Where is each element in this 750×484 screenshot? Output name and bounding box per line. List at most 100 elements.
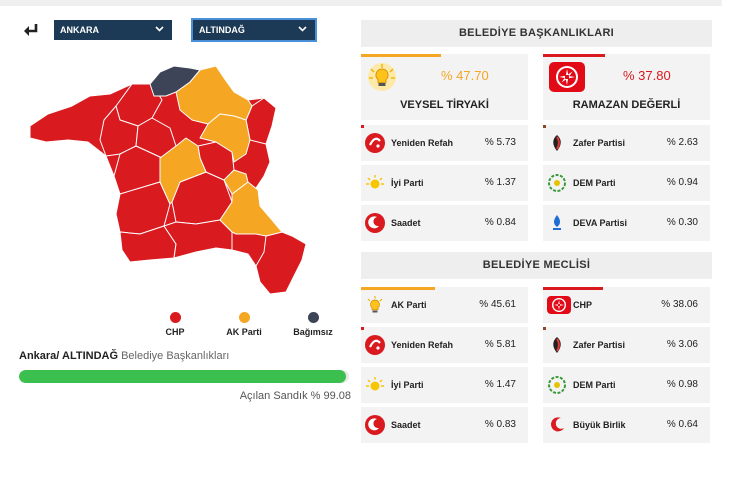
mayoral-row-saadet[interactable]: Saadet % 0.84 xyxy=(361,205,528,241)
district-select[interactable]: ALTINDAĞ xyxy=(191,18,317,42)
iyi-parti-sun-icon xyxy=(366,377,384,391)
map-region-chp[interactable] xyxy=(255,231,307,295)
candidate-card-2[interactable]: % 37.80 RAMAZAN DEĞERLİ xyxy=(543,54,710,120)
dem-parti-icon xyxy=(548,174,566,192)
yeniden-refah-icon xyxy=(365,335,385,355)
map-region-chp[interactable] xyxy=(163,219,233,259)
party-name: DEVA Partisi xyxy=(573,218,628,228)
location-subtitle: Belediye Başkanlıkları xyxy=(121,350,230,362)
legend-label: AK Parti xyxy=(226,327,262,337)
party-name: Zafer Partisi xyxy=(573,138,626,148)
party-percent: % 0.84 xyxy=(484,217,516,228)
chp-arrows-icon xyxy=(549,62,585,92)
party-percent: % 0.64 xyxy=(666,419,698,430)
zafer-partisi-icon xyxy=(553,135,561,151)
row-marker xyxy=(361,327,364,330)
candidate-color-bar xyxy=(361,54,441,57)
row-marker xyxy=(543,327,546,330)
party-name: İyi Parti xyxy=(391,380,424,390)
map-region-ak-parti[interactable] xyxy=(159,137,207,205)
party-name: Saadet xyxy=(391,218,421,228)
candidate-name: VEYSEL TİRYAKİ xyxy=(400,99,489,111)
council-row-chp[interactable]: CHP % 38.06 xyxy=(543,287,710,323)
mayoral-row-dem-parti[interactable]: DEM Parti % 0.94 xyxy=(543,165,710,201)
chevron-down-icon xyxy=(155,26,164,32)
candidate-percent: % 47.70 xyxy=(441,68,489,83)
mayoral-row-deva-partisi[interactable]: DEVA Partisi % 0.30 xyxy=(543,205,710,241)
party-name: AK Parti xyxy=(391,300,427,310)
party-name: Yeniden Refah xyxy=(391,340,454,350)
location-title: Ankara/ ALTINDAĞ Belediye Başkanlıkları xyxy=(19,350,229,362)
council-row-iyi-parti[interactable]: İyi Parti % 1.47 xyxy=(361,367,528,403)
party-percent: % 0.98 xyxy=(666,379,698,390)
buyuk-birlik-icon xyxy=(551,417,564,432)
province-select[interactable]: ANKARA xyxy=(54,20,172,40)
top-divider xyxy=(0,0,722,6)
council-row-ak-parti[interactable]: AK Parti % 45.61 xyxy=(361,287,528,323)
party-name: İyi Parti xyxy=(391,178,424,188)
legend-item-chp: CHP xyxy=(145,312,205,337)
candidate-color-bar xyxy=(543,54,605,57)
council-row-yeniden-refah[interactable]: Yeniden Refah % 5.81 xyxy=(361,327,528,363)
party-name: Büyük Birlik xyxy=(573,420,626,430)
ak-parti-bulb-icon xyxy=(368,63,396,91)
party-name: Saadet xyxy=(391,420,421,430)
party-percent: % 5.81 xyxy=(484,339,516,350)
council-row-dem-parti[interactable]: DEM Parti % 0.98 xyxy=(543,367,710,403)
province-select-value: ANKARA xyxy=(60,25,99,35)
map-region-ak-parti[interactable] xyxy=(175,65,253,125)
ballot-progress-fill xyxy=(19,370,346,383)
mayoral-section-title: BELEDİYE BAŞKANLIKLARI xyxy=(361,20,712,47)
council-section-title: BELEDİYE MECLİSİ xyxy=(361,252,712,279)
legend-dot xyxy=(169,312,181,323)
party-name: Zafer Partisi xyxy=(573,340,626,350)
party-percent: % 5.73 xyxy=(484,137,516,148)
location-name: Ankara/ ALTINDAĞ xyxy=(19,350,119,362)
party-percent: % 2.63 xyxy=(666,137,698,148)
party-percent: % 0.94 xyxy=(666,177,698,188)
legend-dot xyxy=(307,312,319,323)
map-region-bagimsiz[interactable] xyxy=(149,65,201,97)
back-arrow-icon[interactable] xyxy=(21,20,41,40)
party-percent: % 1.47 xyxy=(484,379,516,390)
saadet-icon xyxy=(365,213,385,233)
row-marker xyxy=(361,287,435,290)
legend-dot xyxy=(238,312,250,323)
council-row-saadet[interactable]: Saadet % 0.83 xyxy=(361,407,528,443)
party-name: Yeniden Refah xyxy=(391,138,454,148)
saadet-icon xyxy=(365,415,385,435)
zafer-partisi-icon xyxy=(553,337,561,353)
party-percent: % 0.30 xyxy=(666,217,698,228)
candidate-name: RAMAZAN DEĞERLİ xyxy=(572,99,681,111)
mayoral-row-iyi-parti[interactable]: İyi Parti % 1.37 xyxy=(361,165,528,201)
row-marker xyxy=(543,287,603,290)
legend-item-bagimsiz: Bağımsız xyxy=(283,312,343,337)
dem-parti-icon xyxy=(548,376,566,394)
council-row-zafer-partisi[interactable]: Zafer Partisi % 3.06 xyxy=(543,327,710,363)
party-percent: % 45.61 xyxy=(479,299,516,310)
party-name: DEM Parti xyxy=(573,380,616,390)
mayoral-row-zafer-partisi[interactable]: Zafer Partisi % 2.63 xyxy=(543,125,710,161)
council-row-buyuk-birlik[interactable]: Büyük Birlik % 0.64 xyxy=(543,407,710,443)
map-region-ak-parti[interactable] xyxy=(199,113,251,163)
map-region-ak-parti[interactable] xyxy=(219,181,283,237)
legend-item-ak-parti: AK Parti xyxy=(214,312,274,337)
chp-arrows-icon xyxy=(547,296,571,314)
iyi-parti-sun-icon xyxy=(366,175,384,189)
map-region-ak-parti[interactable] xyxy=(223,169,249,195)
party-percent: % 38.06 xyxy=(661,299,698,310)
mayoral-row-yeniden-refah[interactable]: Yeniden Refah % 5.73 xyxy=(361,125,528,161)
ankara-district-map xyxy=(29,65,307,295)
row-marker xyxy=(361,125,364,128)
party-name: DEM Parti xyxy=(573,178,616,188)
candidate-card-1[interactable]: % 47.70 VEYSEL TİRYAKİ xyxy=(361,54,528,120)
party-percent: % 1.37 xyxy=(484,177,516,188)
deva-partisi-icon xyxy=(553,215,561,230)
candidate-percent: % 37.80 xyxy=(623,68,671,83)
row-marker xyxy=(543,125,546,128)
party-name: CHP xyxy=(573,300,593,310)
ballot-progress-bar xyxy=(19,370,349,383)
yeniden-refah-icon xyxy=(365,133,385,153)
opened-ballot-text: Açılan Sandık % 99.08 xyxy=(239,390,351,402)
legend-label: Bağımsız xyxy=(293,327,333,337)
